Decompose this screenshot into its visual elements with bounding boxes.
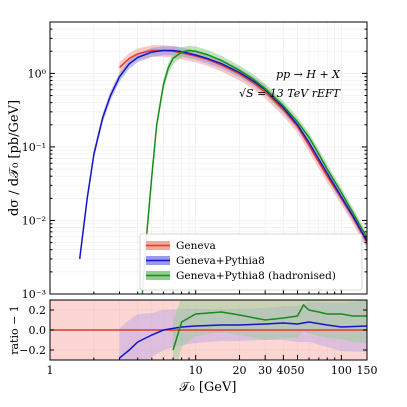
ratio-uncertainty-bands <box>50 300 367 360</box>
annotation-process: pp → H + X <box>276 68 341 81</box>
y-tick-label: 10⁻³ <box>22 288 46 301</box>
legend-box <box>139 233 363 291</box>
ratio-line-1 <box>119 321 367 359</box>
y-axis-title: dσ / d𝒯₀ [pb/GeV] <box>7 100 22 216</box>
x-tick-label: 40 <box>276 364 290 377</box>
x-axis-title: 𝒯₀ [GeV] <box>180 380 237 395</box>
legend-label-geneva-pythia8: Geneva+Pythia8 <box>176 255 265 267</box>
ratio-y-axis-title: ratio − 1 <box>8 305 21 355</box>
legend-entry-geneva-pythia8: Geneva+Pythia8 <box>146 255 265 267</box>
x-tick-label: 1 <box>47 364 54 377</box>
x-tick-label: 10 <box>189 364 203 377</box>
ratio-x-ticks: 1 10 20 30 40 50 100 150 <box>47 355 378 377</box>
main-panel: 10⁻³ 10⁻² 10⁻¹ 10⁰ dσ / d𝒯₀ [pb/GeV] pp → H… <box>7 21 368 301</box>
series-line-1 <box>78 49 367 259</box>
ratio-line-2 <box>172 303 367 351</box>
ratio-panel: 1 10 20 30 40 50 100 150 −0.2 0.0 0.2 ratio − 1 𝒯… <box>8 299 378 395</box>
ratio-y-tick-label: 0.0 <box>29 324 47 337</box>
legend-entry-geneva: Geneva <box>146 240 216 252</box>
main-series-lines <box>78 49 367 294</box>
ratio-y-tick-label: −0.2 <box>19 344 46 357</box>
x-tick-label: 150 <box>357 364 378 377</box>
series-line-2 <box>141 49 367 294</box>
legend: Geneva Geneva+Pythia8 Geneva+Pythia8 (ha… <box>139 233 363 291</box>
x-tick-label: 50 <box>290 364 304 377</box>
ratio-series-lines <box>50 303 367 359</box>
x-tick-label: 30 <box>258 364 272 377</box>
legend-entry-hadronised: Geneva+Pythia8 (hadronised) <box>146 270 336 282</box>
y-tick-label: 10⁻¹ <box>22 141 46 154</box>
x-tick-label: 100 <box>331 364 352 377</box>
x-tick-label: 20 <box>233 364 247 377</box>
legend-label-hadronised: Geneva+Pythia8 (hadronised) <box>176 270 336 282</box>
y-tick-label: 10⁻² <box>22 214 46 227</box>
annotation-energy: √S = 13 TeV rEFT <box>239 87 342 100</box>
legend-label-geneva: Geneva <box>176 240 216 252</box>
main-y-ticks: 10⁻³ 10⁻² 10⁻¹ 10⁰ <box>22 21 367 301</box>
y-tick-label: 10⁰ <box>28 67 47 80</box>
series-line-0 <box>118 49 367 243</box>
ratio-y-ticks: −0.2 0.0 0.2 <box>19 304 367 357</box>
ratio-y-tick-label: 0.2 <box>29 304 47 317</box>
